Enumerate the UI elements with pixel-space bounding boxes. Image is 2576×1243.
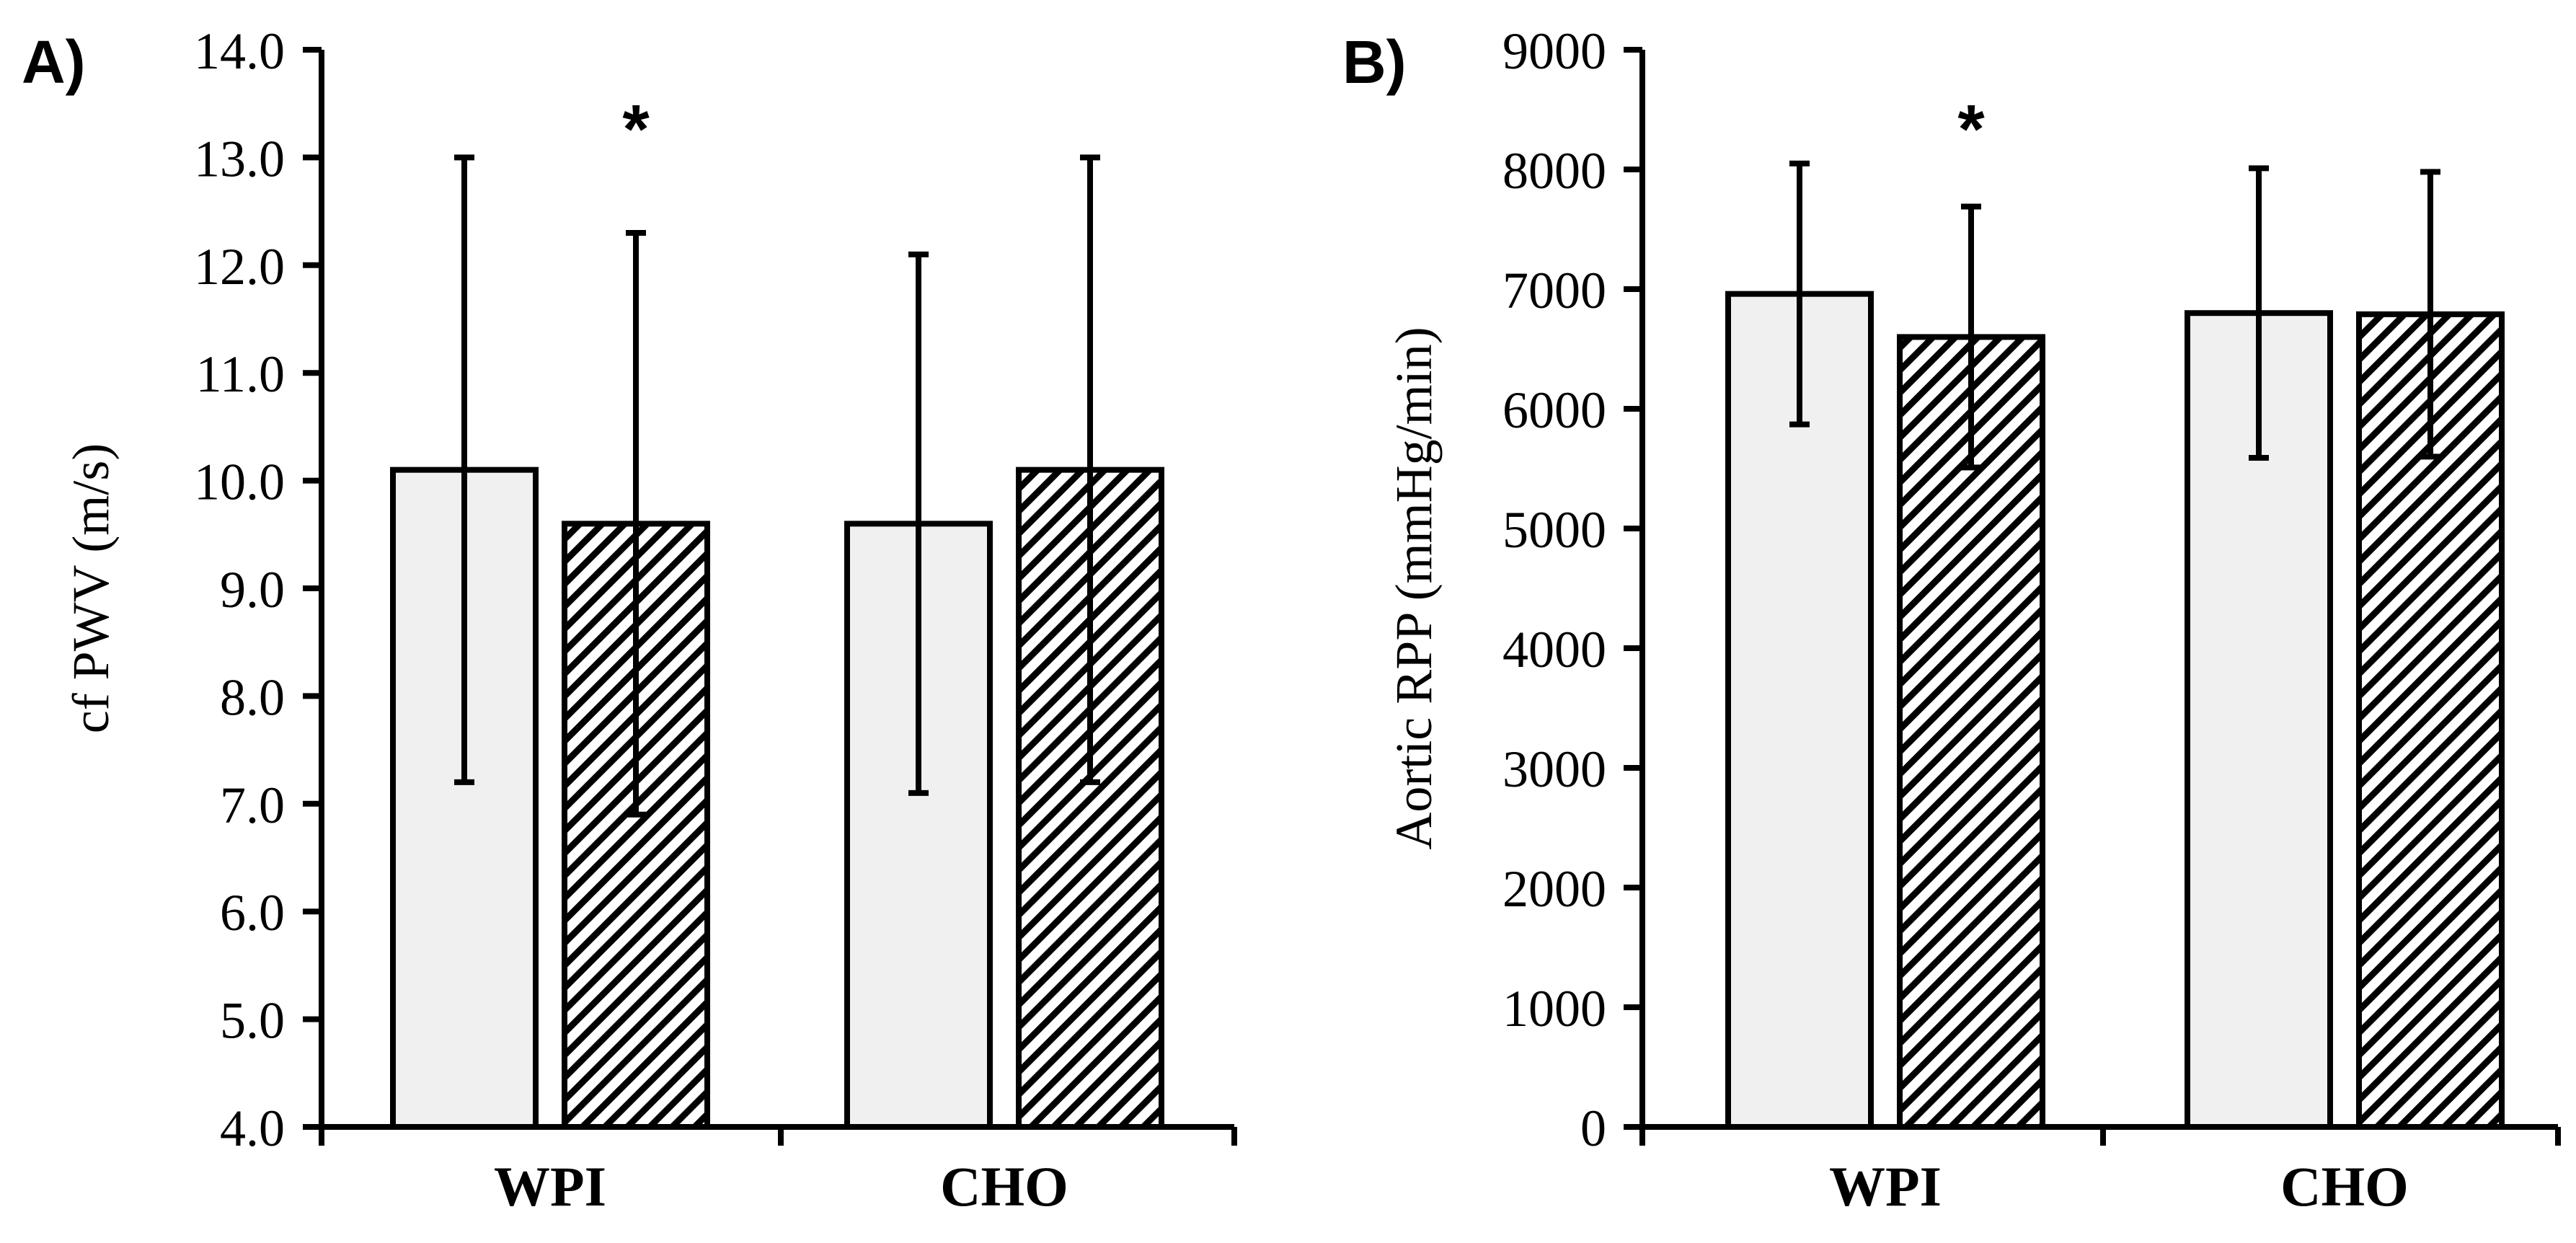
panel-label: A)	[22, 28, 86, 96]
y-tick-label: 9.0	[220, 561, 285, 619]
y-tick-label: 9000	[1502, 22, 1606, 80]
y-tick-label: 4000	[1502, 621, 1606, 678]
y-tick-label: 5.0	[220, 992, 285, 1050]
y-tick-label: 4.0	[220, 1100, 285, 1157]
bar-wpi-series-1	[390, 466, 539, 1130]
category-label: CHO	[2280, 1155, 2409, 1218]
category-label: WPI	[1829, 1155, 1942, 1218]
y-tick-label: 0	[1580, 1100, 1606, 1157]
panel-a: 4.0 5.0 6.0 7.0 8.0 9.0 10.0 11.0 12.0 13.0 14.0 cf…	[22, 22, 1237, 1218]
y-axis-title: Aortic RPP (mmHg/min)	[1385, 327, 1443, 849]
y-tick-label: 11.0	[196, 345, 285, 403]
y-tick-label: 5000	[1502, 501, 1606, 559]
y-tick-label: 7000	[1502, 262, 1606, 319]
category-label: CHO	[940, 1155, 1068, 1218]
significance-asterisk: *	[622, 91, 650, 168]
y-tick-label: 3000	[1502, 740, 1606, 798]
y-axis-title: cf PWV (m/s)	[62, 443, 120, 734]
category-label: WPI	[494, 1155, 606, 1218]
y-tick-label: 12.0	[194, 238, 285, 296]
y-tick-label: 13.0	[194, 130, 285, 187]
y-tick-label: 7.0	[220, 777, 285, 834]
significance-asterisk: *	[1957, 91, 1985, 168]
y-tick-label: 2000	[1502, 860, 1606, 918]
panel-b: 0 1000 2000 3000 4000 5000 6000 7000 8000 9000 Aor…	[1342, 22, 2561, 1218]
panel-label: B)	[1342, 28, 1407, 96]
y-tick-label: 8.0	[220, 668, 285, 726]
bar-cho-series-1	[844, 521, 993, 1130]
y-tick-label: 6.0	[220, 884, 285, 942]
y-tick-label: 14.0	[194, 22, 285, 80]
y-tick-label: 8000	[1502, 142, 1606, 200]
y-tick-label: 10.0	[194, 454, 285, 511]
y-tick-label: 6000	[1502, 381, 1606, 439]
y-tick-label: 1000	[1502, 980, 1606, 1038]
